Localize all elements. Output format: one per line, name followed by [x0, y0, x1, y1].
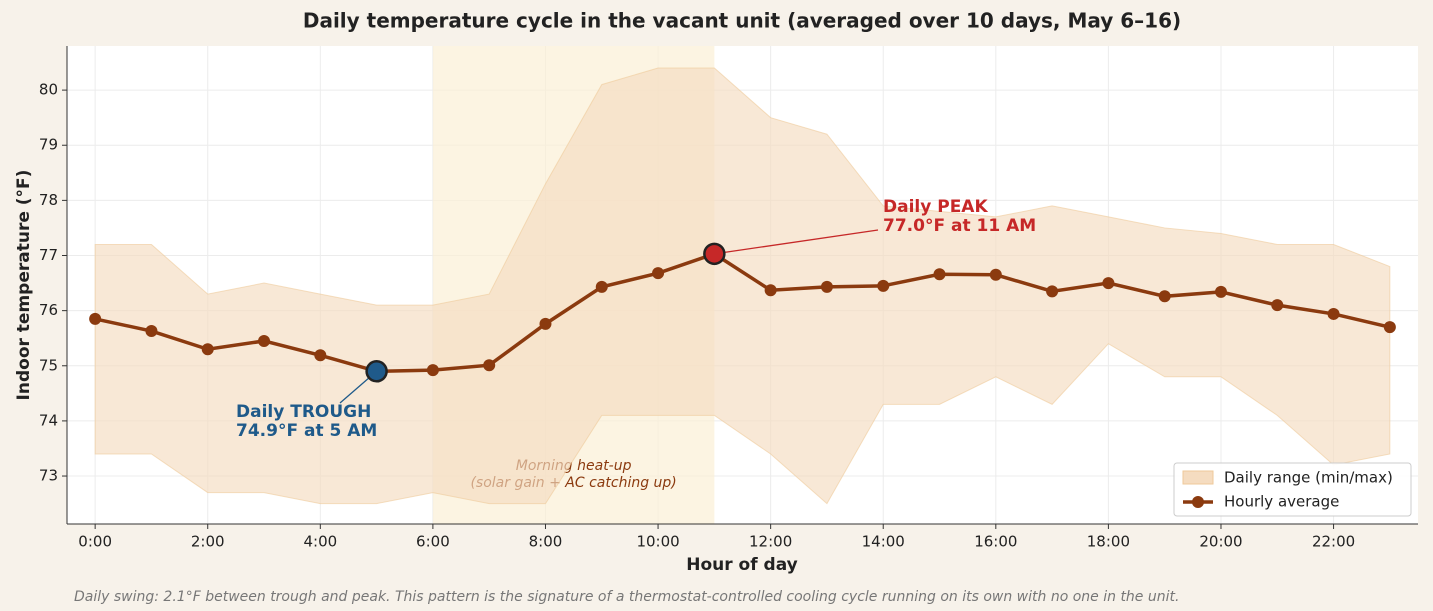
- legend-box: [1173, 462, 1412, 517]
- average-point: [1383, 321, 1396, 334]
- x-tick-label: 6:00: [416, 533, 450, 551]
- legend-label: Hourly average: [1224, 493, 1339, 511]
- average-point: [1046, 285, 1059, 298]
- average-point: [145, 325, 158, 338]
- y-tick-label: 75: [39, 356, 58, 374]
- average-line: [94, 251, 1391, 374]
- x-axis-label: Hour of day: [686, 555, 798, 575]
- chart-title: Daily temperature cycle in the vacant un…: [303, 9, 1181, 33]
- annotation-leader: [714, 229, 879, 255]
- x-tick-label: 0:00: [78, 533, 112, 551]
- average-point: [595, 280, 608, 293]
- average-point: [1271, 299, 1284, 312]
- average-point: [652, 267, 665, 280]
- average-point: [877, 279, 890, 292]
- y-tick-label: 80: [39, 81, 58, 99]
- y-tick-label: 76: [39, 301, 58, 319]
- average-point: [314, 349, 327, 362]
- annotation-text: Daily TROUGH: [236, 402, 371, 422]
- y-tick-label: 73: [39, 467, 58, 485]
- x-tick-label: 20:00: [1199, 533, 1242, 551]
- average-point: [1158, 290, 1171, 303]
- average-point: [201, 343, 214, 356]
- y-tick-label: 78: [39, 191, 58, 209]
- y-axis-label: Indoor temperature (°F): [14, 170, 34, 401]
- range-area: [94, 67, 1391, 505]
- y-tick-label: 77: [39, 246, 58, 264]
- footnote: Daily swing: 2.1°F between trough and pe…: [74, 589, 1179, 605]
- highlight-point: [703, 242, 726, 266]
- average-point: [933, 268, 946, 281]
- x-tick-label: 22:00: [1312, 533, 1355, 551]
- y-tick-label: 74: [39, 411, 58, 429]
- x-tick-label: 4:00: [303, 533, 337, 551]
- x-tick-label: 8:00: [529, 533, 563, 551]
- average-point: [89, 312, 102, 325]
- x-tick-label: 16:00: [974, 533, 1017, 551]
- y-tick-label: 79: [39, 136, 58, 154]
- x-tick-label: 2:00: [191, 533, 225, 551]
- legend-swatch: [1192, 496, 1204, 508]
- x-tick-label: 18:00: [1087, 533, 1130, 551]
- legend-swatch: [1182, 470, 1214, 485]
- average-point: [426, 364, 439, 377]
- average-point: [258, 334, 271, 347]
- annotation-text: 74.9°F at 5 AM: [236, 421, 377, 441]
- average-point: [1102, 277, 1115, 290]
- x-tick-label: 14:00: [862, 533, 905, 551]
- highlight-point: [365, 360, 388, 383]
- legend-label: Daily range (min/max): [1224, 469, 1393, 487]
- average-point: [1214, 285, 1227, 298]
- average-point: [1327, 307, 1340, 320]
- average-point: [539, 317, 552, 330]
- average-point: [764, 284, 777, 297]
- x-tick-label: 12:00: [749, 533, 792, 551]
- x-tick-label: 10:00: [636, 533, 679, 551]
- average-point: [989, 268, 1002, 281]
- average-point: [820, 280, 833, 293]
- annotation-text: Daily PEAK: [883, 197, 988, 217]
- average-point: [483, 359, 496, 372]
- annotation-text: 77.0°F at 11 AM: [883, 216, 1036, 236]
